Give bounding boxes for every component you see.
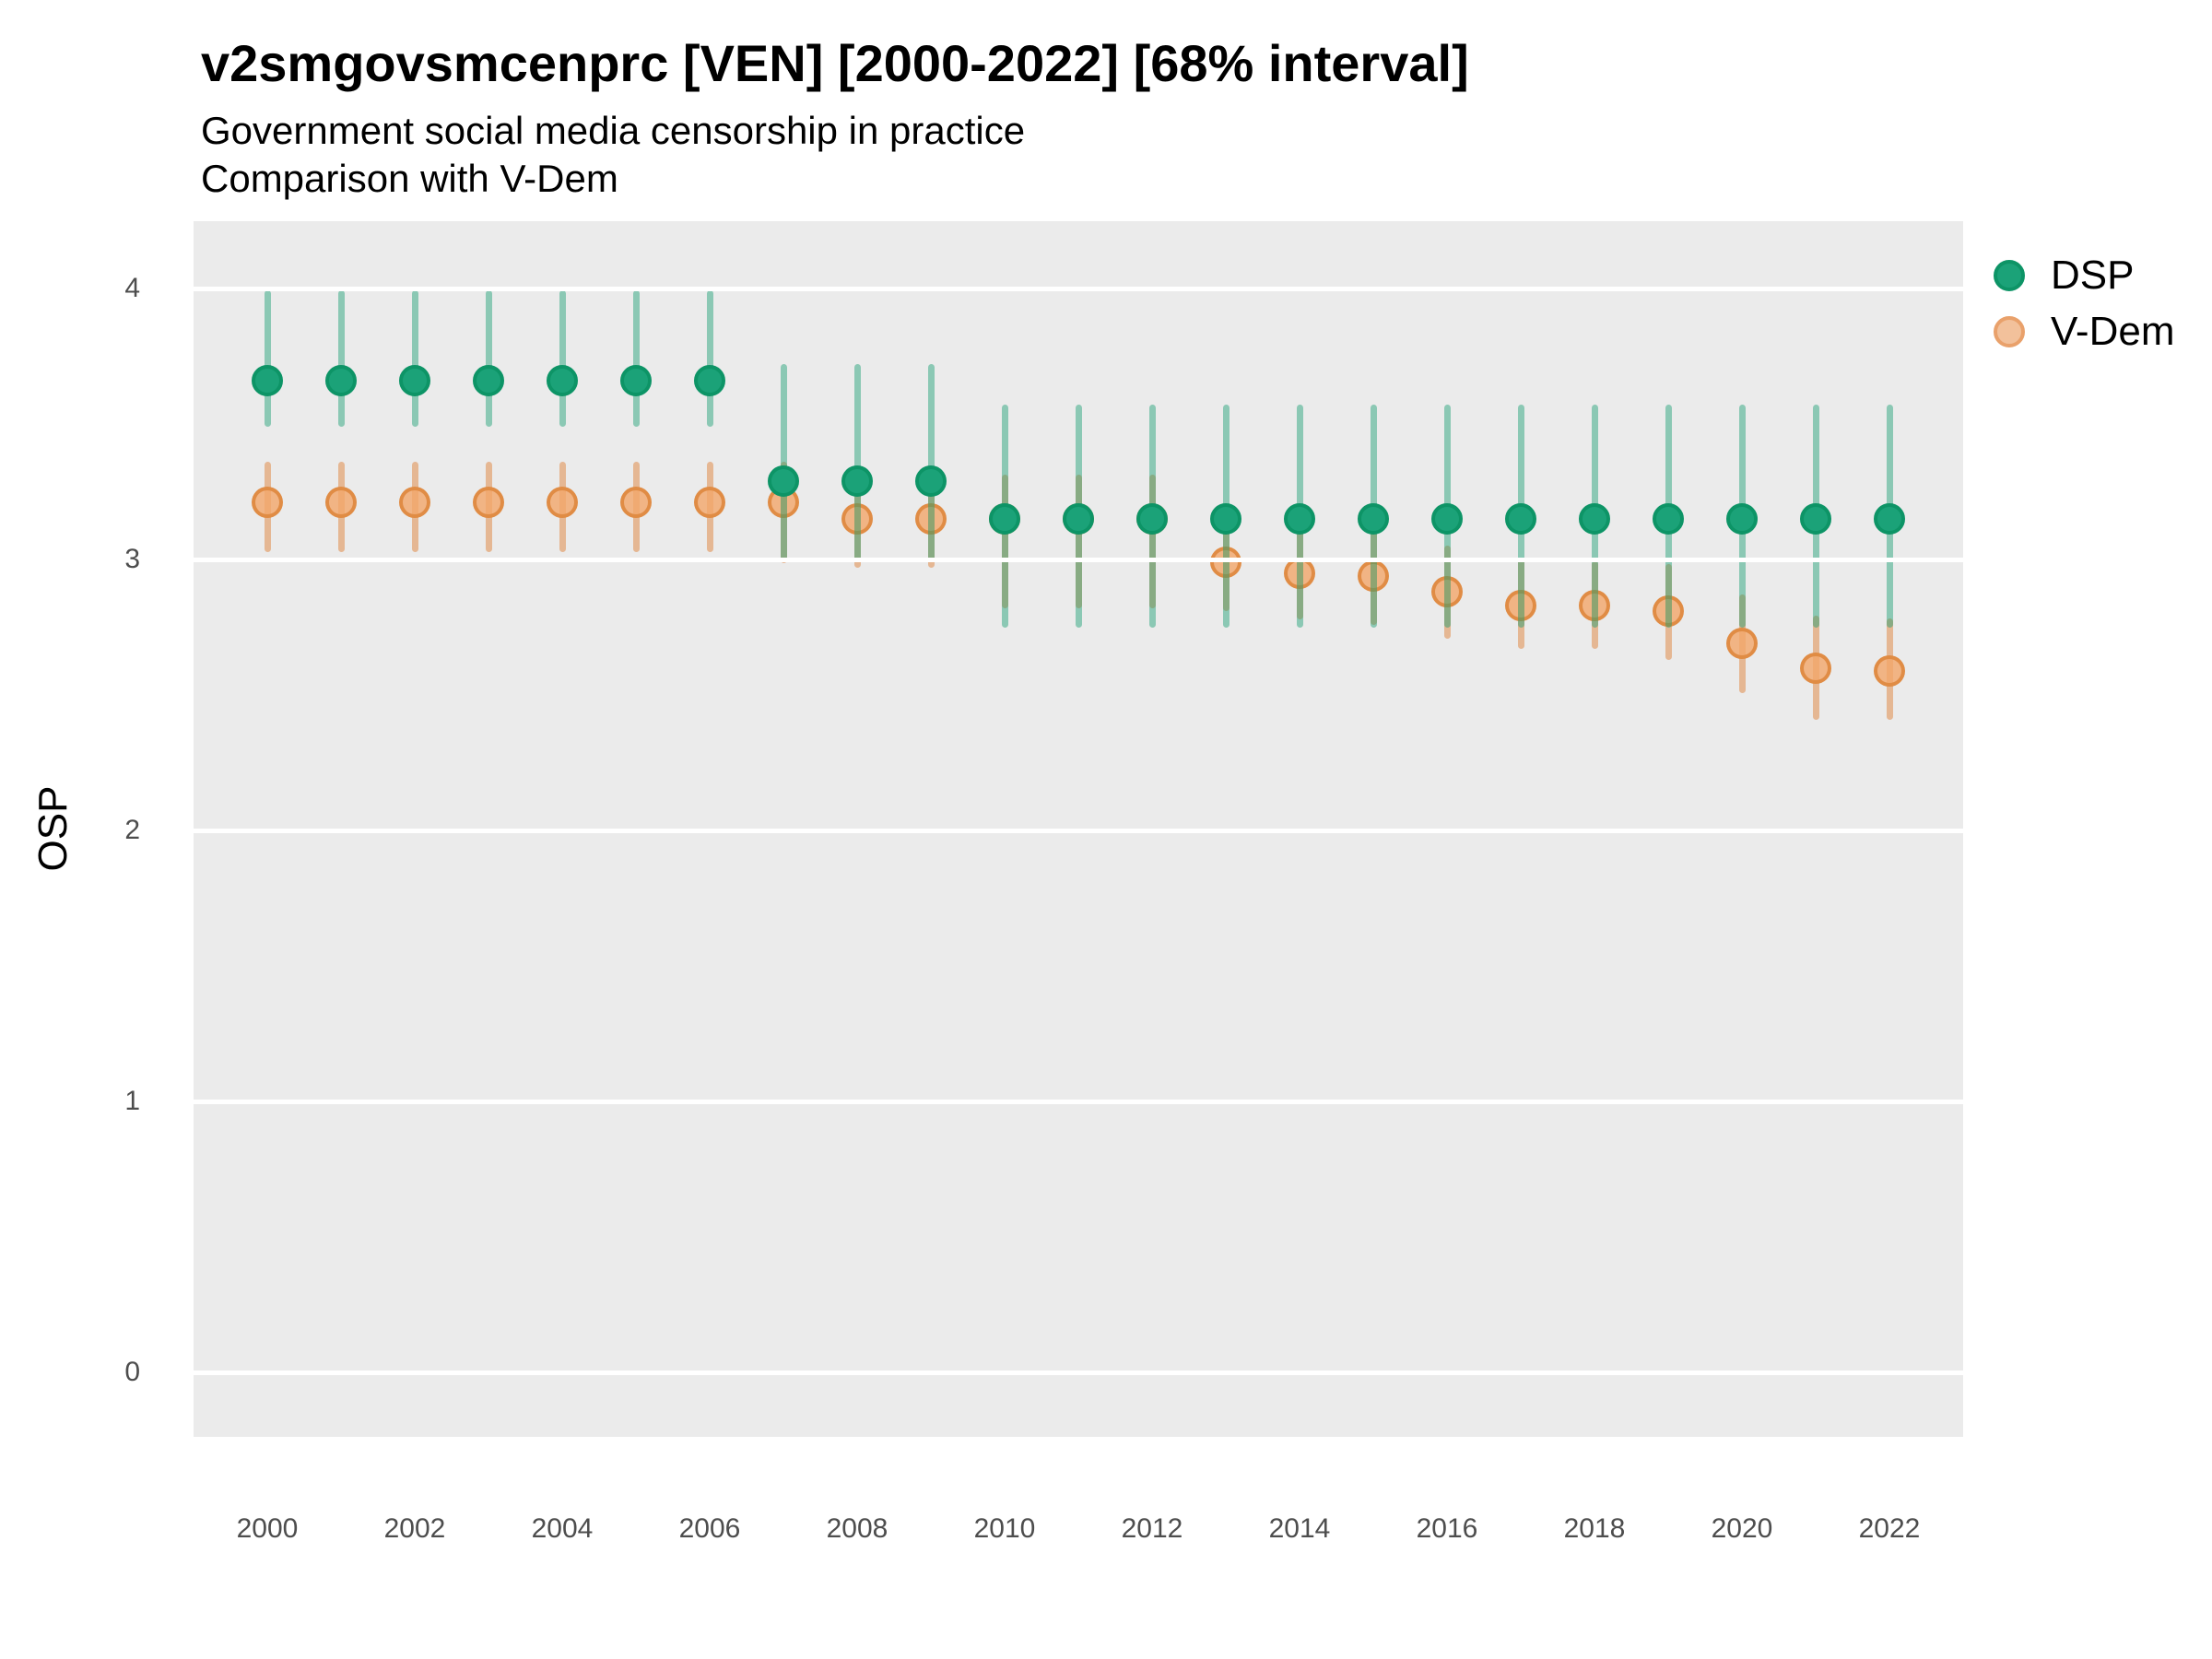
dsp-point-2008 [841, 465, 873, 497]
vdem-legend-swatch-icon [1994, 316, 2025, 347]
dsp-interval-bar-2008 [854, 364, 861, 560]
dsp-point-2022 [1874, 503, 1905, 535]
dsp-interval-bar-2002 [412, 290, 418, 427]
x-tick-label: 2018 [1563, 1513, 1626, 1544]
chart-subtitle-line2: Comparison with V-Dem [201, 157, 618, 200]
vdem-point-2000 [252, 487, 283, 518]
gridline-y-2 [194, 829, 1963, 833]
dsp-point-2010 [989, 503, 1020, 535]
y-tick-label: 3 [124, 544, 140, 574]
dsp-point-2011 [1063, 503, 1094, 535]
gridline-y-1 [194, 1100, 1963, 1104]
chart-title: v2smgovsmcenprc [VEN] [2000-2022] [68% i… [201, 34, 1469, 92]
vdem-point-2019 [1653, 595, 1684, 627]
dsp-point-2012 [1136, 503, 1168, 535]
legend-label-dsp: DSP [2051, 253, 2135, 298]
vdem-interval-bar-2012 [1149, 475, 1156, 608]
dsp-interval-bar-2009 [928, 364, 935, 560]
dsp-point-2013 [1210, 503, 1241, 535]
x-tick-label: 2004 [531, 1513, 594, 1544]
vdem-point-2003 [473, 487, 504, 518]
vdem-point-2013 [1210, 547, 1241, 578]
y-tick-label: 2 [124, 815, 140, 845]
legend: DSP V-Dem [1994, 253, 2175, 368]
dsp-point-2019 [1653, 503, 1684, 535]
vdem-point-2006 [694, 487, 725, 518]
dsp-point-2015 [1358, 503, 1389, 535]
vdem-point-2005 [620, 487, 652, 518]
legend-item-dsp: DSP [1994, 253, 2174, 298]
vdem-point-2022 [1874, 655, 1905, 687]
x-tick-label: 2000 [236, 1513, 299, 1544]
dsp-point-2009 [915, 465, 947, 497]
dsp-interval-bar-2006 [707, 290, 713, 427]
x-tick-label: 2016 [1416, 1513, 1478, 1544]
dsp-interval-bar-2007 [781, 364, 787, 560]
dsp-point-2007 [768, 465, 799, 497]
x-tick-label: 2006 [678, 1513, 741, 1544]
x-tick-label: 2008 [826, 1513, 888, 1544]
vdem-point-2002 [399, 487, 430, 518]
vdem-point-2017 [1505, 590, 1536, 621]
dsp-interval-bar-2004 [559, 290, 566, 427]
dsp-point-2020 [1726, 503, 1758, 535]
vdem-point-2001 [325, 487, 357, 518]
x-tick-label: 2014 [1268, 1513, 1331, 1544]
dsp-interval-bar-2000 [265, 290, 271, 427]
x-tick-label: 2022 [1858, 1513, 1921, 1544]
dsp-point-2005 [620, 365, 652, 396]
gridline-y-0 [194, 1371, 1963, 1375]
vdem-point-2018 [1579, 590, 1610, 621]
dsp-point-2000 [252, 365, 283, 396]
vdem-interval-bar-2010 [1002, 475, 1008, 608]
vdem-point-2009 [915, 503, 947, 535]
dsp-point-2002 [399, 365, 430, 396]
dsp-interval-bar-2003 [486, 290, 492, 427]
vdem-point-2004 [547, 487, 578, 518]
dsp-legend-swatch-icon [1994, 260, 2025, 291]
vdem-point-2008 [841, 503, 873, 535]
dsp-point-2004 [547, 365, 578, 396]
vdem-point-2016 [1431, 576, 1463, 607]
dsp-point-2003 [473, 365, 504, 396]
legend-label-vdem: V-Dem [2051, 309, 2175, 354]
y-tick-label: 4 [124, 273, 140, 303]
dsp-interval-bar-2001 [338, 290, 345, 427]
vdem-point-2015 [1358, 560, 1389, 592]
y-tick-label: 1 [124, 1086, 140, 1116]
dsp-point-2017 [1505, 503, 1536, 535]
x-tick-label: 2012 [1121, 1513, 1183, 1544]
legend-item-vdem: V-Dem [1994, 309, 2175, 354]
x-tick-label: 2020 [1711, 1513, 1773, 1544]
vdem-point-2020 [1726, 628, 1758, 659]
x-tick-label: 2002 [383, 1513, 446, 1544]
gridline-y-4 [194, 287, 1963, 291]
chart-subtitle-line1: Government social media censorship in pr… [201, 109, 1026, 152]
vdem-interval-bar-2011 [1076, 475, 1082, 608]
y-tick-label: 0 [124, 1357, 140, 1387]
dsp-point-2001 [325, 365, 357, 396]
vdem-point-2021 [1800, 653, 1831, 684]
dsp-point-2014 [1284, 503, 1315, 535]
x-tick-label: 2010 [973, 1513, 1036, 1544]
dsp-point-2021 [1800, 503, 1831, 535]
dsp-point-2016 [1431, 503, 1463, 535]
dsp-point-2018 [1579, 503, 1610, 535]
gridline-y-3 [194, 558, 1963, 562]
dsp-point-2006 [694, 365, 725, 396]
dsp-interval-bar-2005 [633, 290, 640, 427]
